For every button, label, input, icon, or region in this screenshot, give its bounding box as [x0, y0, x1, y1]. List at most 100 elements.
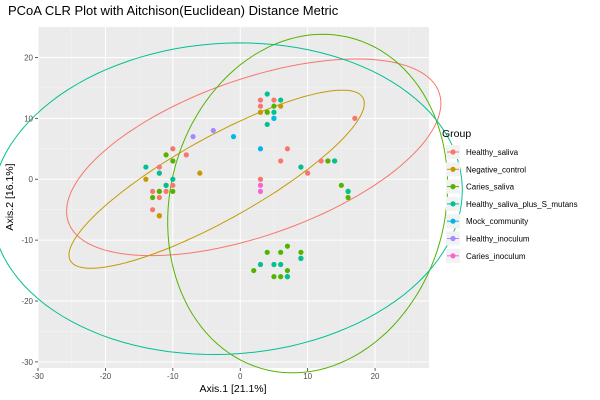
- point-healthy-saliva: [170, 182, 176, 188]
- point-healthy-saliva-plus-s-mutans: [271, 109, 277, 115]
- point-healthy-saliva: [257, 97, 264, 103]
- legend-item-healthy-saliva-plus-s-mutans: Healthy_saliva_plus_S_mutans: [446, 196, 578, 211]
- point-healthy-saliva-plus-s-mutans: [298, 164, 304, 170]
- point-healthy-inoculum: [210, 127, 216, 134]
- legend-label: Mock_community: [466, 217, 528, 226]
- point-healthy-saliva: [150, 188, 156, 195]
- ellipse-negative-control: [68, 89, 365, 269]
- point-caries-saliva: [170, 188, 176, 195]
- point-caries-saliva: [271, 103, 277, 109]
- x-tick-label: 20: [371, 372, 380, 381]
- point-mock-community: [257, 146, 264, 152]
- point-healthy-saliva: [271, 97, 277, 103]
- legend-item-mock-community: Mock_community: [446, 214, 528, 229]
- point-healthy-saliva-plus-s-mutans: [143, 164, 149, 170]
- x-tick-label: -20: [100, 372, 112, 381]
- point-healthy-saliva-plus-s-mutans: [156, 170, 162, 176]
- ellipse-healthy-saliva-plus-s-mutans: [0, 42, 463, 356]
- legend-key-point: [450, 184, 456, 190]
- plot-panel: [38, 27, 429, 368]
- point-caries-inoculum: [257, 182, 264, 188]
- grid-minor: [38, 26, 429, 368]
- point-healthy-inoculum: [190, 134, 196, 140]
- point-caries-saliva: [284, 243, 291, 249]
- point-caries-saliva: [298, 249, 304, 255]
- point-caries-saliva: [156, 188, 162, 195]
- point-negative-control: [197, 170, 203, 176]
- point-healthy-saliva-plus-s-mutans: [170, 176, 176, 182]
- legend-key-point: [450, 235, 456, 242]
- points-layer: [143, 91, 358, 280]
- point-negative-control: [257, 109, 264, 115]
- point-healthy-saliva: [163, 188, 169, 195]
- y-tick-label: -20: [21, 297, 33, 306]
- point-caries-saliva: [338, 182, 344, 188]
- point-healthy-saliva: [150, 207, 156, 213]
- legend-item-caries-inoculum: Caries_inoculum: [446, 248, 526, 263]
- y-axis-title: Axis.2 [16.1%]: [4, 163, 16, 230]
- legend: Group Healthy_saliva Negative_control Cari…: [442, 128, 578, 263]
- point-caries-saliva: [251, 267, 257, 274]
- point-caries-saliva: [163, 152, 169, 158]
- legend-item-caries-saliva: Caries_saliva: [446, 179, 515, 194]
- legend-item-negative-control: Negative_control: [446, 162, 526, 177]
- ellipse-healthy-saliva: [66, 58, 442, 257]
- point-healthy-saliva-plus-s-mutans: [257, 261, 264, 268]
- point-healthy-saliva: [257, 176, 264, 182]
- x-tick-label: -30: [32, 372, 44, 381]
- x-tick-label: 0: [238, 372, 243, 381]
- point-caries-saliva: [284, 267, 291, 274]
- legend-item-healthy-saliva: Healthy_saliva: [446, 145, 519, 159]
- point-healthy-saliva-plus-s-mutans: [278, 261, 284, 268]
- legend-label: Healthy_inoculum: [466, 235, 530, 244]
- point-healthy-saliva: [156, 194, 162, 201]
- y-tick-label: -30: [21, 358, 33, 367]
- legend-key-point: [450, 166, 456, 172]
- point-healthy-saliva: [170, 146, 176, 152]
- legend-key-point: [450, 253, 456, 259]
- chart-title: PCoA CLR Plot with Aitchison(Euclidean) …: [8, 3, 339, 18]
- grid-major: [37, 27, 429, 368]
- legend-item-healthy-inoculum: Healthy_inoculum: [446, 231, 530, 246]
- x-axis-title: Axis.1 [21.1%]: [199, 383, 266, 395]
- point-healthy-saliva-plus-s-mutans: [345, 188, 351, 195]
- point-healthy-saliva: [183, 152, 189, 158]
- point-caries-saliva: [345, 194, 351, 201]
- legend-key-point: [450, 218, 456, 224]
- point-healthy-saliva-plus-s-mutans: [284, 274, 291, 280]
- legend-key-point: [450, 149, 456, 155]
- point-caries-saliva: [170, 158, 176, 164]
- x-tick-label: -10: [167, 372, 179, 381]
- point-caries-saliva: [264, 249, 270, 255]
- point-caries-saliva: [271, 274, 277, 280]
- point-healthy-saliva-plus-s-mutans: [332, 158, 338, 164]
- point-healthy-saliva-plus-s-mutans: [264, 121, 270, 128]
- legend-key-point: [450, 201, 456, 207]
- point-caries-saliva: [264, 109, 270, 115]
- y-tick-label: -10: [21, 236, 33, 245]
- legend-label: Caries_saliva: [466, 183, 515, 192]
- point-negative-control: [278, 103, 284, 109]
- point-healthy-saliva-plus-s-mutans: [163, 182, 169, 188]
- point-mock-community: [230, 134, 237, 140]
- y-tick-label: 10: [24, 114, 33, 123]
- point-healthy-saliva: [305, 170, 311, 176]
- legend-label: Healthy_saliva_plus_S_mutans: [466, 200, 578, 209]
- point-healthy-saliva: [278, 158, 284, 164]
- point-caries-saliva: [325, 158, 331, 164]
- legend-label: Caries_inoculum: [466, 252, 526, 261]
- x-axis-ticks: -30 -20 -10 0 10 20: [32, 368, 380, 381]
- point-caries-saliva: [150, 194, 156, 201]
- point-healthy-saliva-plus-s-mutans: [278, 97, 284, 103]
- point-negative-control: [156, 213, 162, 219]
- legend-label: Negative_control: [466, 165, 526, 174]
- point-caries-inoculum: [257, 188, 264, 195]
- ellipses-layer: [0, 33, 463, 374]
- point-healthy-saliva: [284, 146, 291, 152]
- legend-items: Healthy_saliva Negative_control Caries_sal…: [446, 145, 578, 263]
- y-tick-label: 20: [24, 53, 33, 62]
- ellipse-caries-saliva: [167, 33, 449, 374]
- point-healthy-saliva: [318, 158, 324, 164]
- legend-label: Healthy_saliva: [466, 148, 519, 157]
